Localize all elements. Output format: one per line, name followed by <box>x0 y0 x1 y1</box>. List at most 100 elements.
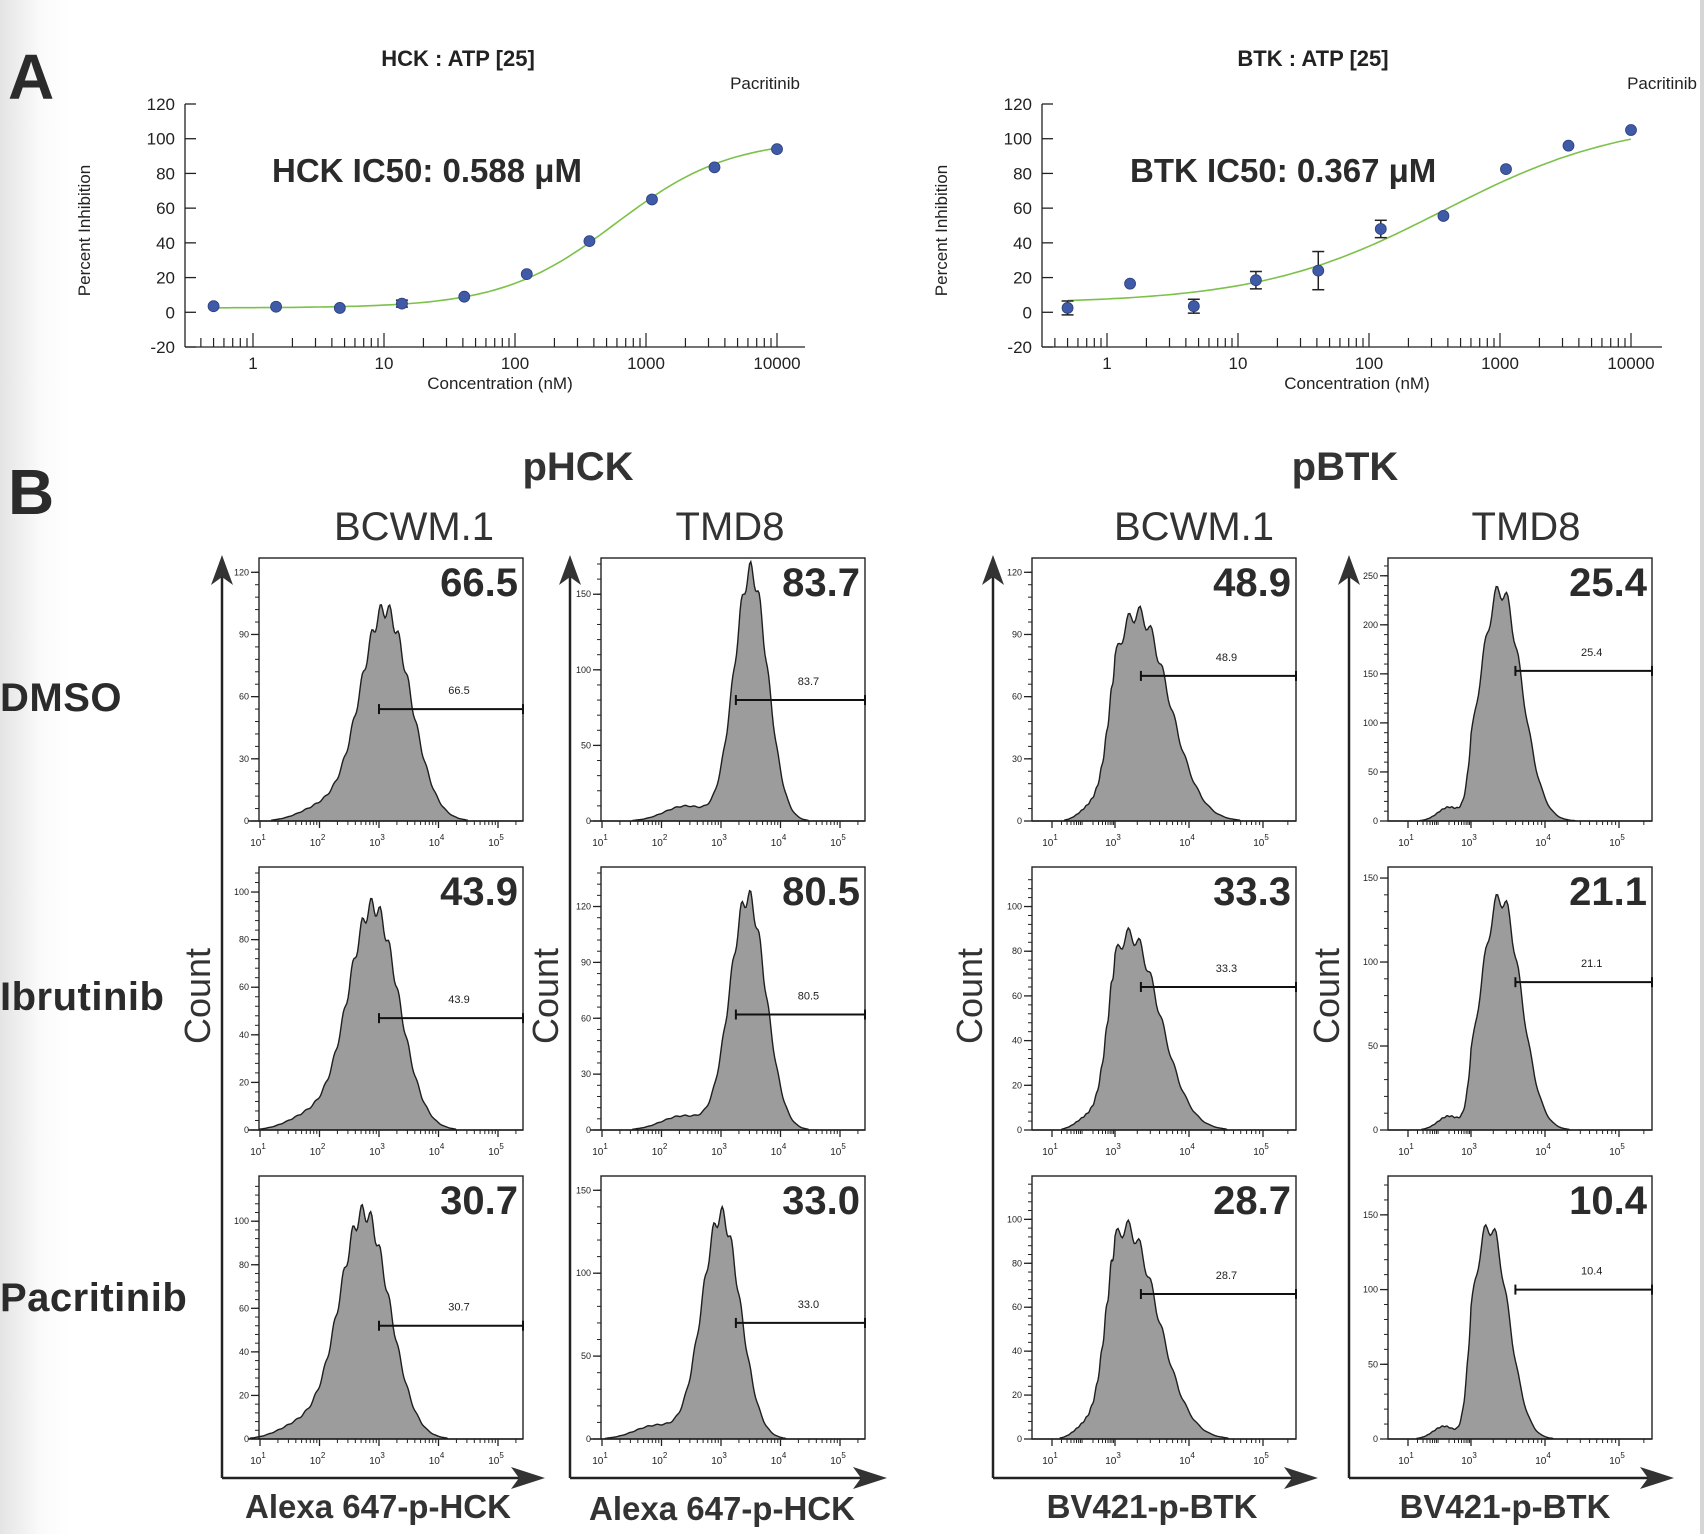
plot-frame <box>600 557 866 822</box>
arrow-right-icon <box>853 1467 887 1489</box>
x-tick-label: 104 <box>1535 1451 1551 1467</box>
y-tick-label: 40 <box>1012 1346 1022 1356</box>
x-axis-title: Concentration (nM) <box>427 374 573 393</box>
x-axis-title-phck-bcwm1: Alexa 647-p-HCK <box>245 1488 511 1525</box>
x-tick-label: 100 <box>501 354 529 373</box>
x-tick-label: 102 <box>310 833 326 849</box>
y-tick-label: 50 <box>581 740 591 750</box>
y-tick-label: 150 <box>1363 1210 1378 1220</box>
data-point <box>646 193 658 206</box>
y-tick-label: 20 <box>239 1077 249 1087</box>
right-edge-border <box>1700 0 1704 1534</box>
y-tick-label: 40 <box>156 234 175 253</box>
x-tick-label: 104 <box>1179 1451 1195 1467</box>
y-tick-label: 100 <box>1007 1214 1022 1224</box>
arrow-up-icon <box>982 555 1004 585</box>
y-tick-label: 80 <box>156 164 175 183</box>
column-title-pbtk-bcwm1: BCWM.1 <box>1114 505 1274 549</box>
data-point <box>1312 264 1325 277</box>
y-tick-label: 50 <box>1368 1041 1378 1051</box>
y-tick-label: 0 <box>1017 1434 1022 1444</box>
y-tick-label: 60 <box>1013 199 1032 218</box>
x-tick-label: 101 <box>1042 1451 1058 1467</box>
plot-frame <box>600 866 866 1131</box>
data-point <box>1250 274 1262 287</box>
x-axis-title-pbtk-tmd8: BV421-p-BTK <box>1399 1488 1611 1525</box>
x-tick-label: 105 <box>830 1451 846 1467</box>
gate-percentage: 66.5 <box>440 561 518 605</box>
histogram-pbtk-tmd8-pacritinib: 0 50 100 150 101 103 104 105 10.4 10.4 <box>1363 1175 1653 1467</box>
y-tick-label: 30 <box>239 754 249 764</box>
x-tick-exponent: 3 <box>380 833 385 842</box>
histogram-phck-tmd8-ibrutinib: 0 30 60 90 120 101 102 103 104 105 80.5 80.5 <box>576 866 866 1158</box>
histogram-area <box>1032 926 1296 1131</box>
y-tick-label: 90 <box>581 957 591 967</box>
x-tick-label: 105 <box>1609 833 1625 849</box>
plot-frame <box>258 557 524 822</box>
x-tick-label: 10000 <box>1607 354 1654 373</box>
x-axis-title-phck-tmd8: Alexa 647-p-HCK <box>589 1490 855 1527</box>
x-tick-exponent: 2 <box>321 1451 326 1460</box>
x-tick-label: 101 <box>592 1451 608 1467</box>
y-tick-label: 60 <box>1012 1302 1022 1312</box>
chart-title: BTK : ATP [25] <box>1237 46 1388 71</box>
y-tick-label: 0 <box>1373 816 1378 826</box>
x-tick-label: 1 <box>1102 354 1111 373</box>
y-tick-label: 20 <box>239 1390 249 1400</box>
plot-frame <box>1387 1175 1653 1440</box>
x-tick-label: 105 <box>1253 833 1269 849</box>
x-tick-label: 104 <box>771 1451 787 1467</box>
gate-label: 30.7 <box>448 1302 469 1314</box>
y-tick-label: 100 <box>1007 902 1022 912</box>
x-tick-exponent: 2 <box>321 1142 326 1151</box>
y-tick-label: 80 <box>239 1260 249 1270</box>
gate-label: 33.0 <box>798 1299 819 1311</box>
y-tick-label: 50 <box>1368 767 1378 777</box>
y-tick-label: 0 <box>1023 303 1032 322</box>
x-tick-label: 103 <box>1105 1142 1121 1158</box>
y-tick-label: 100 <box>1363 718 1378 728</box>
x-tick-exponent: 5 <box>1264 1142 1269 1151</box>
plot-frame <box>1387 866 1653 1131</box>
histogram-phck-bcwm1-dmso: 0 30 60 90 120 101 102 103 104 105 66.5 66.5 <box>234 557 524 849</box>
gate-percentage: 43.9 <box>440 870 518 914</box>
x-tick-label: 105 <box>830 833 846 849</box>
y-tick-label: 100 <box>234 887 249 897</box>
column-title-pbtk-tmd8: TMD8 <box>1471 505 1581 549</box>
gate-label: 48.9 <box>1216 652 1237 664</box>
data-point <box>333 302 346 314</box>
x-tick-exponent: 4 <box>782 1451 787 1460</box>
x-tick-label: 103 <box>369 833 385 849</box>
y-tick-label: 100 <box>147 130 175 149</box>
x-tick-label: 105 <box>1609 1451 1625 1467</box>
x-tick-label: 105 <box>488 1142 504 1158</box>
plot-frame <box>1031 557 1297 822</box>
x-tick-label: 101 <box>250 1451 266 1467</box>
ic50-annotation: HCK IC50: 0.588 μM <box>272 152 582 189</box>
y-tick-label: 90 <box>1012 629 1022 639</box>
x-tick-exponent: 4 <box>1190 833 1195 842</box>
gate-percentage: 80.5 <box>782 870 860 914</box>
arrow-right-icon <box>511 1467 545 1489</box>
x-tick-exponent: 3 <box>1116 1142 1121 1151</box>
x-tick-label: 104 <box>429 1451 445 1467</box>
x-tick-label: 100 <box>1355 354 1383 373</box>
y-tick-label: 100 <box>234 1216 249 1226</box>
x-tick-label: 102 <box>652 1142 668 1158</box>
x-tick-label: 10 <box>1229 354 1248 373</box>
histogram-phck-bcwm1-pacritinib: 0 20 40 60 80 100 101 102 103 104 105 30.7 30.7 <box>234 1175 524 1467</box>
histogram-area <box>248 897 523 1131</box>
y-tick-label: 20 <box>156 269 175 288</box>
x-tick-label: 101 <box>250 1142 266 1158</box>
y-tick-label: 80 <box>1012 946 1022 956</box>
y-tick-label: 120 <box>1007 567 1022 577</box>
x-tick-label: 103 <box>1461 1451 1477 1467</box>
gate-percentage: 10.4 <box>1569 1179 1648 1223</box>
gate-label: 28.7 <box>1216 1270 1237 1282</box>
x-tick-exponent: 1 <box>1409 1142 1414 1151</box>
arrow-up-icon <box>211 555 233 585</box>
dose-response-chart-hck: HCK : ATP [25] Pacritinib 120 100 80 60 40 20 0 -… <box>75 46 805 393</box>
panel-a-charts: HCK : ATP [25]Pacritinib120100806040200-… <box>75 46 1697 393</box>
x-tick-exponent: 1 <box>603 1142 608 1151</box>
